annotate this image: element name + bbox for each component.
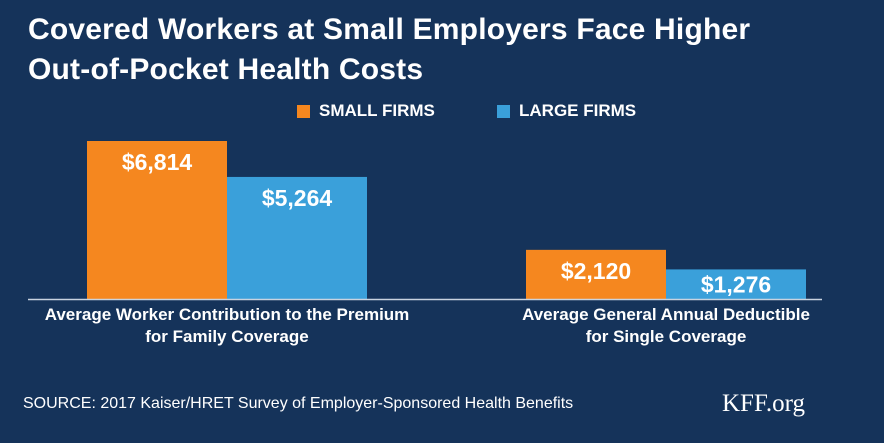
legend-item-small-firms: SMALL FIRMS [297,101,435,121]
source-note: SOURCE: 2017 Kaiser/HRET Survey of Emplo… [23,395,574,412]
title-line-1: Covered Workers at Small Employers Face … [28,13,751,46]
legend-swatch-large-firms [497,104,510,118]
legend-label-small-firms: SMALL FIRMS [319,101,435,120]
bar-small-firms-0 [87,141,227,299]
kff-logo: KFF.org [722,390,805,417]
bar-large-firms-1 [666,269,806,299]
chart-title: Covered Workers at Small Employers Face … [28,10,750,90]
category-label-line: Average General Annual Deductible [522,305,810,324]
data-label: $6,814 [122,149,193,175]
data-label: $5,264 [262,185,333,211]
bar-small-firms-1 [526,249,666,299]
legend-swatch-small-firms [297,104,310,118]
category-label-line: for Family Coverage [145,327,309,346]
category-label-family-premium: Average Worker Contribution to the Premi… [7,304,447,348]
bar-large-firms-0 [227,176,367,299]
category-label-line: Average Worker Contribution to the Premi… [44,305,410,324]
legend-label-large-firms: LARGE FIRMS [519,101,637,120]
legend-item-large-firms: LARGE FIRMS [497,101,636,121]
title-line-2: Out-of-Pocket Health Costs [28,53,424,86]
category-label-single-deductible: Average General Annual Deductible for Si… [446,304,884,348]
data-label: $1,276 [701,271,771,297]
category-label-line: for Single Coverage [585,327,747,346]
data-label: $2,120 [561,258,631,284]
